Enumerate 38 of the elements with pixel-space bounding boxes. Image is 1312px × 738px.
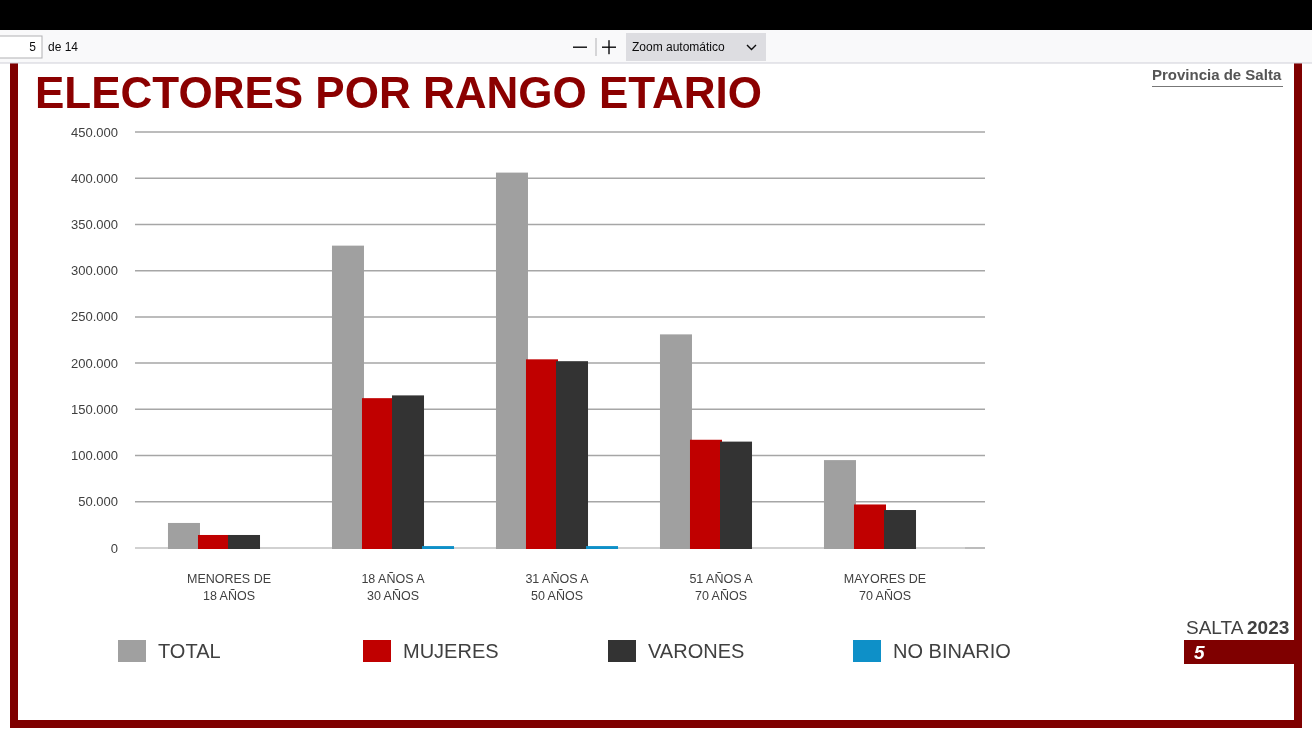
text: 5 [29, 40, 37, 54]
x-tick-label: MAYORES DE 70 AÑOS [843, 572, 927, 603]
y-tick-label: 150.000 [71, 401, 118, 417]
y-tick-label: 100.000 [71, 448, 118, 464]
text: 2023 [1247, 617, 1290, 638]
bar [167, 522, 200, 549]
text: Provincia de Salta [1152, 66, 1282, 83]
legend-label: NO BINARIO [893, 640, 1011, 662]
y-tick-label: 200.000 [71, 355, 118, 371]
legend-label: VARONES [648, 640, 745, 662]
y-tick-label: 300.000 [71, 263, 118, 279]
x-tick-label: MENORES DE 18 AÑOS [186, 572, 272, 603]
text: de 14 [48, 40, 79, 54]
text: Zoom automático [632, 40, 726, 54]
x-tick-label: 51 AÑOS A 70 AÑOS [689, 572, 754, 603]
bar [720, 441, 753, 549]
y-tick-label: 50.000 [78, 494, 118, 510]
text: SALTA [1186, 617, 1244, 638]
bar [689, 439, 722, 549]
x-tick-label: 31 AÑOS A 50 AÑOS [525, 572, 590, 603]
bar [228, 534, 261, 549]
bar [525, 359, 558, 549]
y-tick-label: 0 [110, 540, 118, 556]
bar [884, 510, 917, 549]
bar [392, 395, 425, 549]
bar [197, 534, 230, 549]
y-tick-label: 350.000 [71, 216, 118, 232]
legend-label: TOTAL [158, 640, 221, 662]
bar [853, 504, 886, 549]
text: 5 [1194, 642, 1205, 663]
x-tick-label: 18 AÑOS A 30 AÑOS [361, 572, 426, 603]
y-tick-label: 450.000 [71, 124, 118, 140]
y-tick-label: 400.000 [71, 170, 118, 186]
y-tick-label: 250.000 [71, 309, 118, 325]
bar [556, 361, 589, 549]
chart-title: ELECTORES POR RANGO ETARIO [35, 68, 762, 117]
bar [361, 398, 394, 549]
legend-label: MUJERES [403, 640, 499, 662]
